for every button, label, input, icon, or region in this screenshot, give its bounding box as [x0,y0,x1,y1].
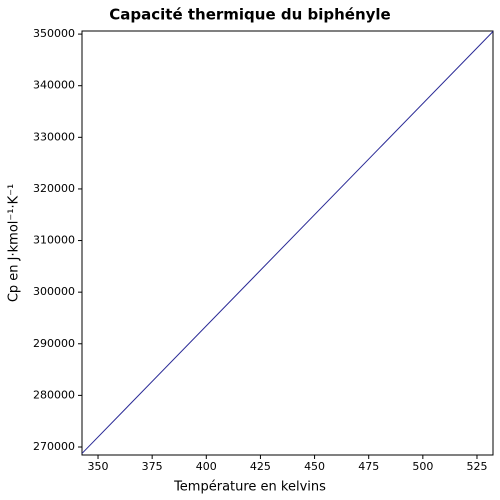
y-tick-label: 320000 [33,182,75,195]
y-tick-label: 280000 [33,388,75,401]
y-tick-label: 310000 [33,234,75,247]
y-tick-label: 270000 [33,440,75,453]
x-tick-label: 525 [466,460,487,473]
x-axis-label: Température en kelvins [173,480,326,495]
data-line [81,31,494,454]
x-tick-label: 350 [88,460,109,473]
x-tick-label: 375 [142,460,163,473]
x-tick-label: 450 [304,460,325,473]
x-tick-label: 500 [412,460,433,473]
y-tick-label: 300000 [33,285,75,298]
y-tick-label: 350000 [33,27,75,40]
x-tick-label: 400 [196,460,217,473]
y-tick-label: 330000 [33,130,75,143]
y-tick-label: 290000 [33,337,75,350]
x-tick-label: 425 [250,460,271,473]
chart-title: Capacité thermique du biphényle [109,6,390,24]
x-tick-label: 475 [358,460,379,473]
plot-frame [81,30,494,456]
y-axis-label: Cp en J·kmol⁻¹·K⁻¹ [7,184,22,302]
y-tick-label: 340000 [33,79,75,92]
